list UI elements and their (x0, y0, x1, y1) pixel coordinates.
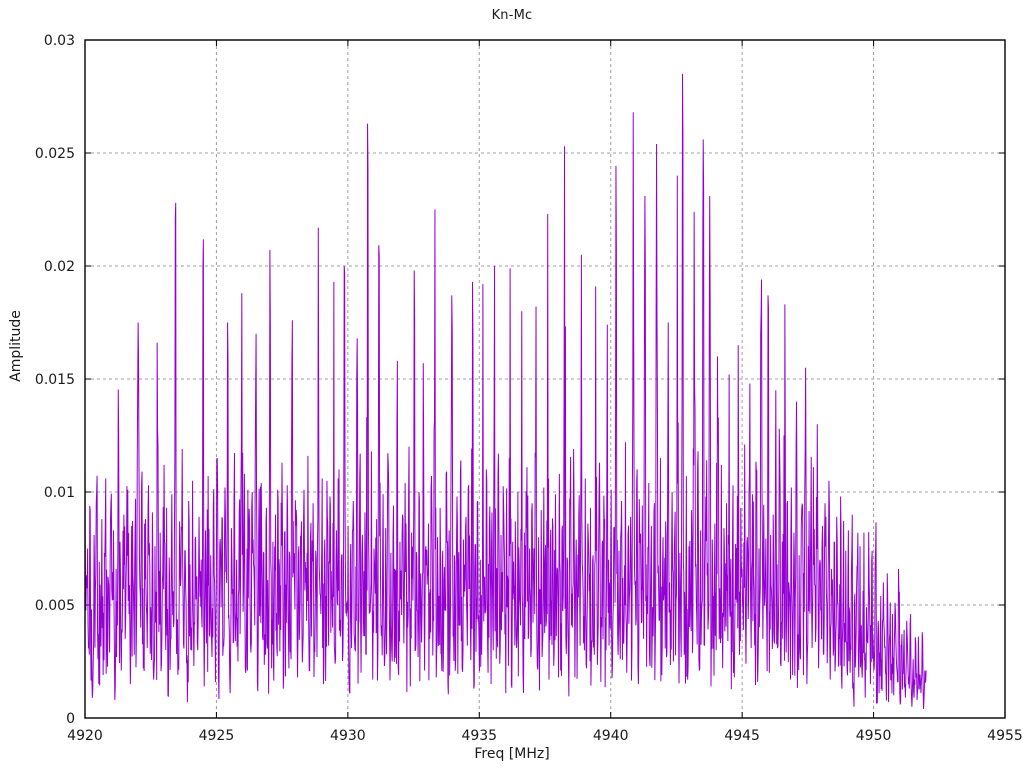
y-axis-ticks: 0 0.005 0.01 0.015 0.02 0.025 0.03 (35, 33, 1005, 727)
x-tick-label: 4945 (724, 728, 760, 744)
x-axis-ticks: 4920 4925 4930 4935 4940 4945 4950 4955 (67, 40, 1023, 744)
y-tick-label: 0.02 (44, 259, 75, 275)
axis-frame (84, 39, 1006, 719)
spectrum-trace (85, 73, 927, 709)
data-series-kn-mc (85, 73, 927, 709)
x-tick-label: 4920 (67, 728, 103, 744)
y-tick-label: 0.015 (35, 372, 75, 388)
plot-frame (84, 39, 1006, 719)
y-tick-label: 0.025 (35, 146, 75, 162)
y-tick-label: 0 (66, 711, 75, 727)
y-axis-label: Amplitude (8, 310, 24, 382)
x-tick-label: 4930 (330, 728, 366, 744)
chart-title: Kn-Mc (491, 8, 533, 23)
x-axis-label: Freq [MHz] (474, 746, 550, 762)
y-tick-label: 0.005 (35, 598, 75, 614)
x-tick-label: 4955 (987, 728, 1023, 744)
y-tick-label: 0.01 (44, 485, 75, 501)
x-tick-label: 4950 (856, 728, 892, 744)
x-tick-label: 4940 (593, 728, 629, 744)
x-tick-label: 4925 (199, 728, 235, 744)
x-tick-label: 4935 (461, 728, 497, 744)
y-tick-label: 0.03 (44, 33, 75, 49)
